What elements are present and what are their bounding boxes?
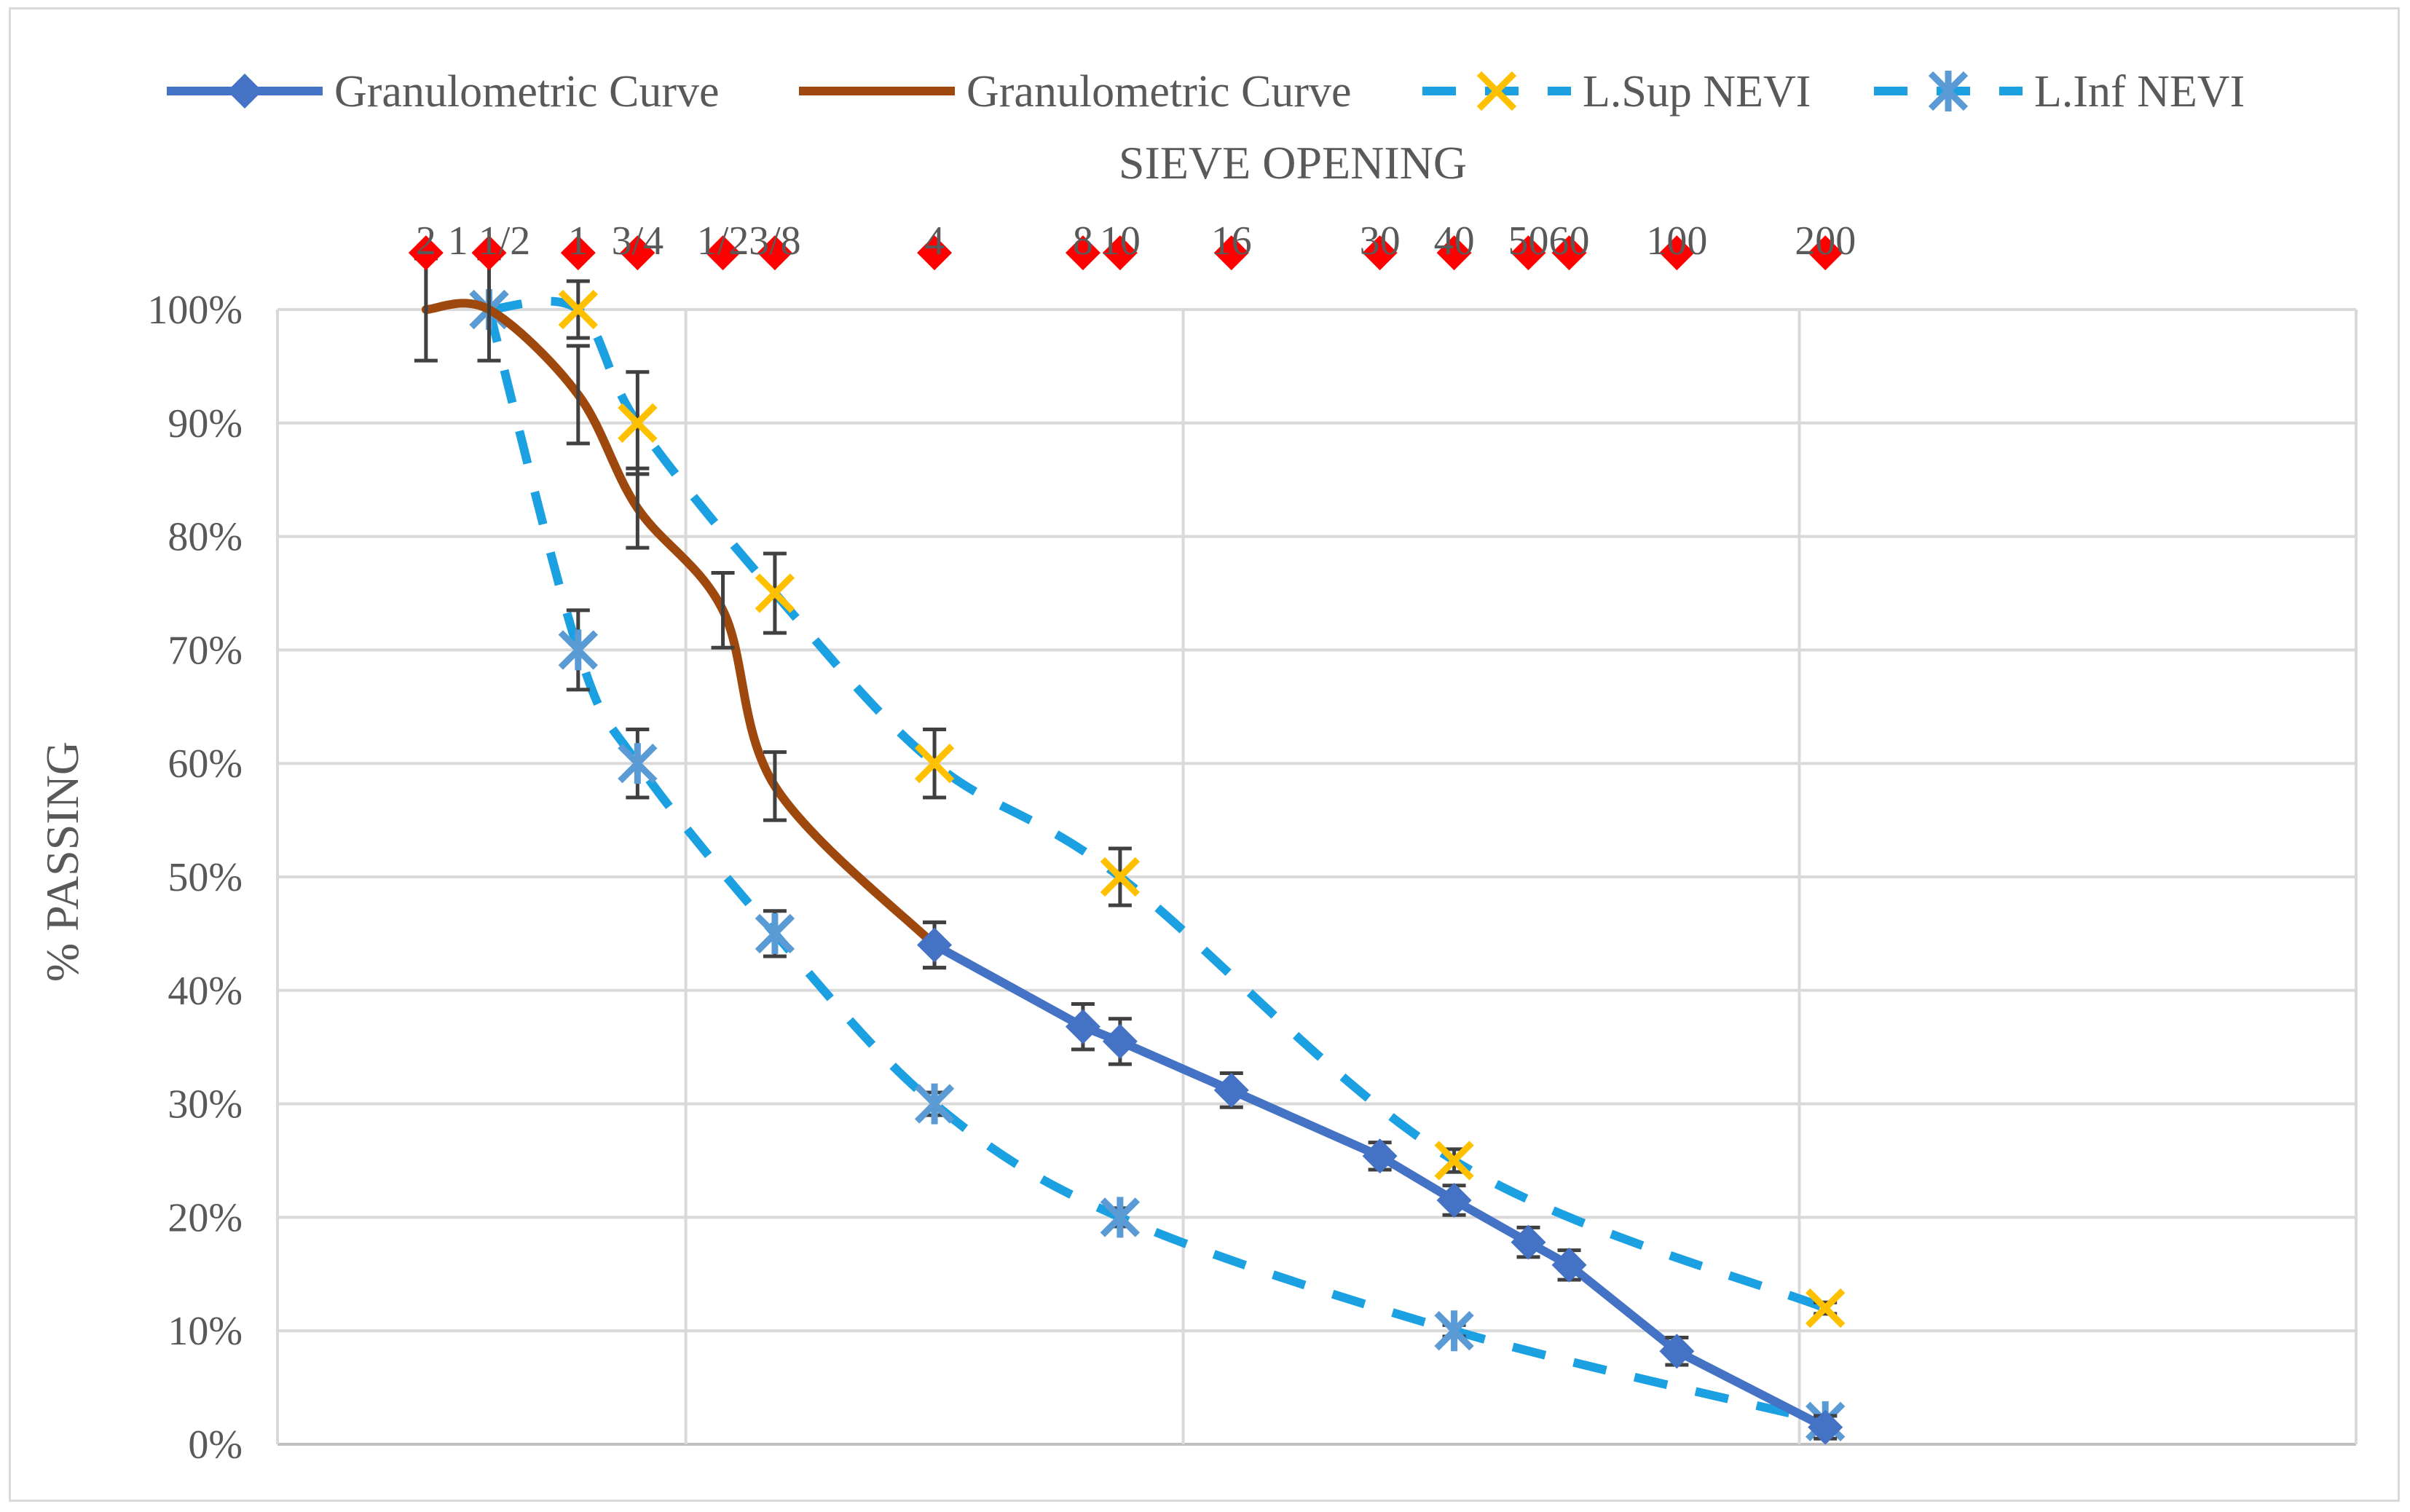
error-bar: [711, 570, 735, 650]
sieve-chart: 0% 10% 20% 30% 40% 50% 60% 70% 80% 90% 100% 2 1 1/2…: [36, 67, 2358, 1468]
series-line: [421, 299, 940, 950]
sieve-label: 8: [1073, 218, 1093, 264]
sieve-markers: [408, 235, 1843, 271]
point-marker: [1476, 71, 1517, 111]
legend-label: Granulometric Curve: [334, 67, 720, 117]
sieve-labels: 2 1 1/2 1 3/4 1/2 3/8 4 8 10 16 30 40 50 60 100 200: [416, 218, 1856, 264]
sieve-marker: [917, 235, 953, 271]
sieve-marker: [1213, 235, 1249, 271]
point-marker: [1362, 1138, 1398, 1174]
series-layer: [414, 256, 1846, 1445]
series-3: [469, 289, 1846, 1442]
sieve-marker: [471, 235, 507, 271]
sieve-marker: [1102, 235, 1138, 271]
sieve-label: 1 1/2: [448, 218, 531, 264]
error-bar: [566, 344, 590, 446]
y-tick-label: 20%: [168, 1195, 243, 1240]
x-axis-title: SIEVE OPENING: [1119, 137, 1467, 189]
point-marker: [1434, 1310, 1474, 1352]
sieve-label: 60: [1549, 218, 1590, 264]
point-marker: [1434, 1141, 1474, 1181]
point-marker: [1808, 1409, 1843, 1445]
series-2: [469, 279, 1846, 1328]
point-marker: [1928, 71, 1969, 111]
sieve-label: 16: [1211, 218, 1252, 264]
sieve-label: 30: [1360, 218, 1401, 264]
y-axis-title: % PASSING: [36, 741, 88, 982]
point-marker: [618, 743, 658, 784]
sieve-marker: [1362, 235, 1398, 271]
legend-entry-0: Granulometric Curve: [167, 67, 720, 117]
series-line: [930, 940, 1830, 1432]
sieve-marker: [560, 235, 596, 271]
legend: Granulometric Curve Granulometric Curve L.…: [167, 67, 2245, 117]
sieve-label: 200: [1795, 218, 1856, 264]
legend-label: L.Sup NEVI: [1583, 67, 1811, 117]
legend-entry-1: Granulometric Curve: [799, 67, 1352, 117]
y-tick-label: 30%: [168, 1082, 243, 1127]
series-line: [489, 296, 1827, 1312]
y-tick-label: 0%: [188, 1422, 243, 1468]
point-marker: [914, 744, 955, 784]
y-tick-label: 10%: [168, 1309, 243, 1354]
sieve-label: 10: [1100, 218, 1141, 264]
sieve-marker: [1659, 235, 1695, 271]
point-marker: [1213, 1072, 1249, 1108]
y-tick-label: 40%: [168, 969, 243, 1014]
y-tick-label: 70%: [168, 628, 243, 673]
sieve-marker: [1551, 235, 1587, 271]
sieve-marker: [1808, 235, 1843, 271]
point-marker: [1511, 1224, 1546, 1260]
sieve-marker: [1436, 235, 1472, 271]
y-tick-label: 60%: [168, 741, 243, 787]
point-marker: [1065, 1009, 1100, 1044]
y-tick-label: 100%: [147, 288, 243, 333]
sieve-label: 100: [1646, 218, 1707, 264]
point-marker: [1100, 1197, 1141, 1238]
y-tick-label: 90%: [168, 401, 243, 446]
point-marker: [558, 629, 598, 671]
legend-entry-3: L.Inf NEVI: [1874, 67, 2245, 117]
point-marker: [558, 289, 598, 330]
error-bar: [763, 750, 787, 822]
point-marker: [755, 573, 795, 613]
point-marker: [1102, 1023, 1138, 1059]
series-line: [484, 308, 1827, 1426]
sieve-marker: [1511, 235, 1546, 271]
point-marker: [618, 403, 658, 443]
point-marker: [1551, 1247, 1587, 1283]
sieve-label: 1/2: [697, 218, 749, 264]
sieve-marker: [1065, 235, 1100, 271]
y-tick-label: 50%: [168, 855, 243, 900]
y-axis: 0% 10% 20% 30% 40% 50% 60% 70% 80% 90% 100%: [147, 288, 243, 1468]
point-marker: [1100, 857, 1141, 897]
legend-label: Granulometric Curve: [966, 67, 1352, 117]
sieve-label: 2: [416, 218, 436, 264]
sieve-label: 3/8: [749, 218, 801, 264]
point-marker: [914, 1083, 955, 1125]
sieve-marker: [408, 235, 444, 271]
gridlines: [276, 308, 2358, 1446]
sieve-marker: [705, 235, 741, 271]
sieve-label: 3/4: [612, 218, 664, 264]
series-1: [414, 256, 947, 970]
sieve-label: 1: [568, 218, 588, 264]
legend-label: L.Inf NEVI: [2034, 67, 2245, 117]
series-0: [917, 920, 1843, 1445]
point-marker: [1659, 1334, 1695, 1369]
point-marker: [755, 913, 795, 954]
point-marker: [917, 927, 953, 963]
sieve-label: 50: [1508, 218, 1548, 264]
chart-frame: 0% 10% 20% 30% 40% 50% 60% 70% 80% 90% 100% 2 1 1/2…: [9, 7, 2400, 1502]
legend-entry-2: L.Sup NEVI: [1422, 67, 1811, 117]
sieve-label: 4: [924, 218, 945, 264]
point-marker: [1436, 1183, 1472, 1218]
sieve-label: 40: [1434, 218, 1475, 264]
error-bar: [626, 466, 650, 550]
y-tick-label: 80%: [168, 515, 243, 560]
point-marker: [227, 74, 262, 109]
sieve-marker: [620, 235, 655, 271]
point-marker: [1805, 1288, 1846, 1328]
sieve-marker: [757, 235, 792, 271]
